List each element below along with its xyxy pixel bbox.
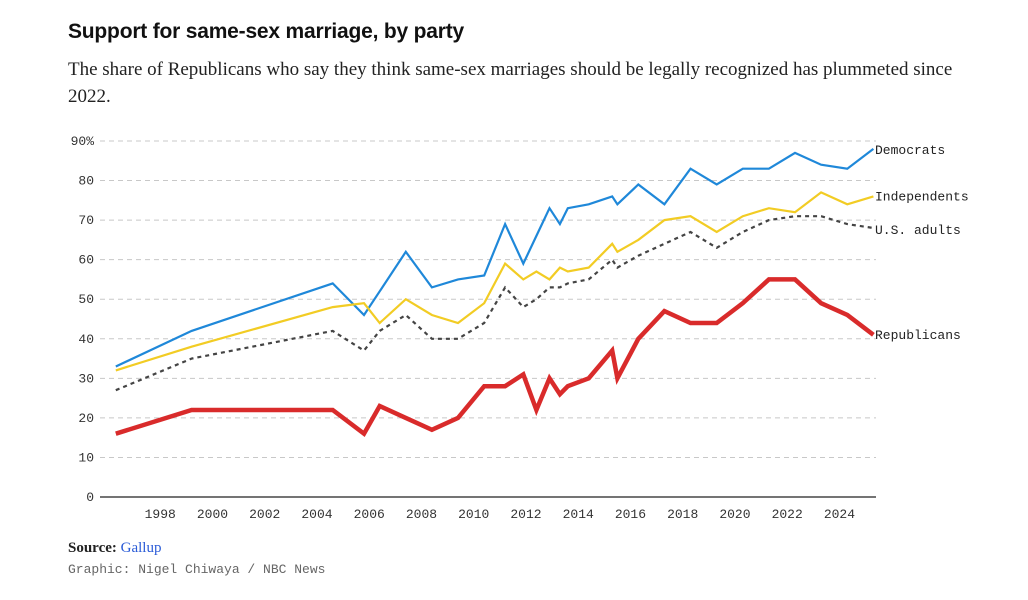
x-tick-label: 1998 — [145, 507, 176, 522]
y-tick-label: 80 — [78, 174, 94, 189]
line-chart: 0 10 20 30 40 50 60 70 80 90% 1998 2000 2002 2004 200… — [71, 134, 969, 522]
x-tick-label: 2002 — [249, 507, 280, 522]
series-label-democrats: Democrats — [875, 143, 945, 158]
x-tick-label: 2024 — [824, 507, 855, 522]
x-tick-label: 2012 — [510, 507, 541, 522]
x-tick-label: 2018 — [667, 507, 698, 522]
x-tick-label: 2010 — [458, 507, 489, 522]
x-axis-ticks: 1998 2000 2002 2004 2006 2008 2010 2012 2014 2016… — [145, 507, 856, 522]
y-tick-label: 0 — [86, 490, 94, 505]
series-label-republicans: Republicans — [875, 328, 961, 343]
y-tick-label: 90% — [71, 134, 95, 149]
series-lines — [115, 148, 875, 438]
x-tick-label: 2022 — [772, 507, 803, 522]
grid-lines — [100, 140, 876, 498]
y-tick-label: 10 — [78, 450, 94, 465]
series-line-us-adults — [115, 215, 874, 392]
x-tick-label: 2020 — [719, 507, 750, 522]
source-link[interactable]: Gallup — [120, 540, 162, 556]
y-tick-label: 70 — [78, 213, 94, 228]
graphic-credit: Graphic: Nigel Chiwaya / NBC News — [68, 562, 326, 577]
x-tick-label: 2008 — [406, 507, 437, 522]
y-tick-label: 40 — [78, 332, 94, 347]
y-tick-label: 30 — [78, 371, 94, 386]
y-axis-ticks: 0 10 20 30 40 50 60 70 80 90% — [71, 134, 95, 505]
series-line-democrats — [115, 148, 875, 368]
chart-title: Support for same-sex marriage, by party — [68, 20, 464, 43]
x-tick-label: 2004 — [301, 507, 332, 522]
series-line-independents — [115, 191, 874, 372]
source-label: Source: — [68, 540, 117, 556]
series-label-independents: Independents — [875, 189, 969, 204]
y-tick-label: 60 — [78, 253, 94, 268]
x-tick-label: 2016 — [615, 507, 646, 522]
x-tick-label: 2000 — [197, 507, 228, 522]
x-tick-label: 2006 — [354, 507, 385, 522]
series-label-us-adults: U.S. adults — [875, 223, 961, 238]
chart-subtitle: The share of Republicans who say they th… — [68, 59, 953, 107]
x-tick-label: 2014 — [563, 507, 594, 522]
y-tick-label: 20 — [78, 411, 94, 426]
series-labels: Democrats Independents U.S. adults Republic… — [875, 143, 969, 343]
series-line-republicans — [115, 277, 875, 438]
source-line: Source: Gallup — [68, 540, 161, 557]
y-tick-label: 50 — [78, 292, 94, 307]
